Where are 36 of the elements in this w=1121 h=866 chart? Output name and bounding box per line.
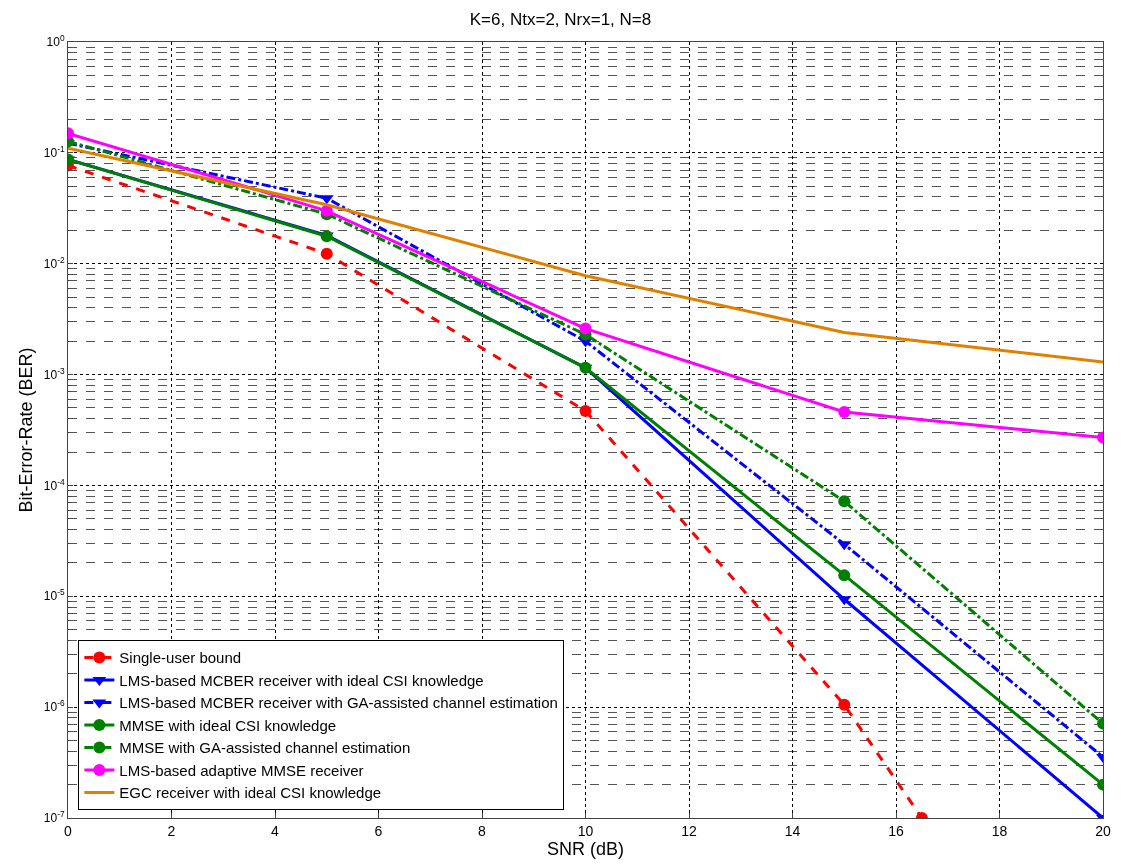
chart-title: K=6, Ntx=2, Nrx=1, N=8 — [469, 9, 652, 29]
legend-label: Single-user bound — [119, 649, 242, 667]
y-tick-label: 10$^{-1}$ — [43, 144, 65, 161]
point — [838, 405, 851, 418]
y-tick-label: 10$^{-7}$ — [43, 809, 65, 826]
x-tick-label: 16 — [888, 822, 904, 839]
x-tick-label: 2 — [167, 822, 176, 839]
y-tick-label: 10$^{-2}$ — [43, 254, 65, 271]
legend-label: EGC receiver with ideal CSI knowledge — [119, 784, 382, 802]
point — [838, 698, 851, 711]
x-tick-label: 10 — [577, 822, 594, 839]
point — [579, 322, 592, 335]
x-tick-label: 0 — [64, 822, 73, 839]
point — [579, 404, 592, 417]
x-tick-label: 14 — [784, 822, 801, 839]
x-tick-label: 20 — [1095, 822, 1111, 839]
point — [838, 569, 851, 582]
x-tick-label: 6 — [374, 822, 383, 839]
point — [320, 247, 333, 260]
y-tick-label: 10$^{-6}$ — [43, 698, 65, 715]
y-tick-label: 10$^{-3}$ — [43, 365, 65, 382]
x-axis-title: SNR (dB) — [546, 838, 625, 859]
x-tick-label: 4 — [271, 822, 280, 839]
y-tick-label: 10$^{-4}$ — [43, 476, 65, 493]
legend-label: MMSE with GA-assisted channel estimation — [119, 739, 411, 757]
legend-label: LMS-based adaptive MMSE receiver — [119, 761, 364, 779]
legend-label: LMS-based MCBER receiver with GA-assisted channel estimation — [119, 694, 558, 712]
y-axis-title: Bit-Error-Rate (BER) — [15, 347, 36, 513]
legend-label: LMS-based MCBER receiver with ideal CSI knowledge — [119, 671, 484, 689]
x-tick-label: 12 — [681, 822, 697, 839]
x-tick-label: 8 — [478, 822, 487, 839]
y-tick-label: 10$^{-5}$ — [43, 587, 65, 604]
legend-label: MMSE with ideal CSI knowledge — [119, 716, 337, 734]
x-tick-label: 18 — [991, 822, 1008, 839]
point — [838, 495, 851, 508]
y-tick-label: 10$^{0}$ — [46, 33, 65, 50]
